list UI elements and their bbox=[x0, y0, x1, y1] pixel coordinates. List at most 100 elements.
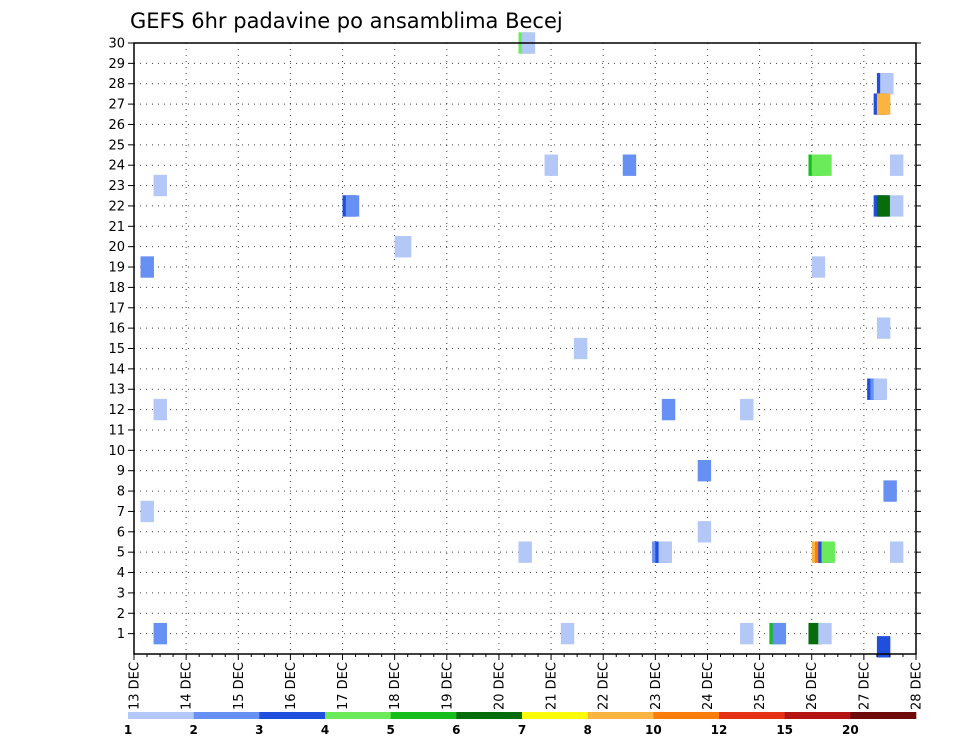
colorbar-swatch bbox=[325, 712, 391, 719]
y-tick-label: 18 bbox=[108, 281, 125, 296]
colorbar-label: 4 bbox=[321, 723, 329, 737]
precip-cell bbox=[883, 480, 897, 502]
precip-cell bbox=[345, 195, 360, 217]
y-tick-label: 30 bbox=[108, 37, 125, 52]
y-tick-label: 28 bbox=[108, 77, 125, 92]
colorbar-label: 5 bbox=[386, 723, 394, 737]
colorbar-swatch bbox=[390, 712, 457, 719]
x-tick-label: 18 DEC bbox=[388, 662, 403, 710]
precip-cell bbox=[772, 622, 787, 645]
y-axis-ticks: 1234567891011121314151617181920212223242… bbox=[108, 37, 921, 642]
colorbar-swatch bbox=[259, 712, 326, 719]
precip-cell bbox=[889, 195, 904, 217]
y-tick-label: 16 bbox=[108, 322, 125, 337]
precip-cell bbox=[818, 622, 832, 645]
precip-cell bbox=[821, 541, 835, 563]
y-tick-label: 29 bbox=[108, 57, 125, 72]
precip-cell bbox=[573, 337, 588, 360]
y-tick-label: 11 bbox=[108, 423, 125, 438]
x-tick-label: 17 DEC bbox=[336, 662, 351, 710]
precip-cell bbox=[661, 398, 676, 421]
precip-cell bbox=[876, 636, 891, 658]
colorbar-label: 20 bbox=[842, 723, 859, 737]
colorbar-label: 2 bbox=[189, 723, 197, 737]
precip-cell bbox=[518, 541, 532, 563]
precip-cell bbox=[153, 174, 167, 197]
colorbar-swatch bbox=[522, 712, 588, 719]
precip-cell bbox=[740, 622, 754, 645]
precip-cell bbox=[697, 460, 712, 482]
colorbar-label: 7 bbox=[518, 723, 526, 737]
colorbar-swatch bbox=[587, 712, 654, 719]
y-tick-label: 1 bbox=[117, 627, 125, 642]
colorbar-label: 6 bbox=[452, 723, 460, 737]
y-tick-label: 13 bbox=[108, 383, 125, 398]
x-tick-label: 16 DEC bbox=[284, 662, 299, 710]
x-tick-label: 25 DEC bbox=[753, 662, 768, 710]
y-tick-label: 10 bbox=[108, 444, 125, 459]
colorbar-label: 10 bbox=[645, 723, 662, 737]
y-tick-label: 7 bbox=[117, 505, 125, 520]
y-tick-label: 15 bbox=[108, 342, 125, 357]
y-tick-label: 8 bbox=[117, 485, 125, 500]
precip-cell bbox=[811, 256, 826, 278]
x-tick-label: 27 DEC bbox=[857, 662, 872, 710]
colorbar-label: 15 bbox=[776, 723, 793, 737]
x-tick-label: 21 DEC bbox=[545, 662, 560, 710]
x-axis-ticks: 13 DEC 14 DEC 15 DEC 16 DEC 17 DEC 18 DEC 19 D… bbox=[128, 654, 925, 710]
y-tick-label: 3 bbox=[117, 586, 125, 601]
precip-cell bbox=[876, 317, 891, 339]
precip-cell bbox=[880, 73, 894, 95]
y-tick-label: 17 bbox=[108, 301, 125, 316]
y-tick-label: 26 bbox=[108, 118, 125, 133]
y-tick-label: 6 bbox=[117, 525, 125, 540]
y-tick-label: 22 bbox=[108, 199, 125, 214]
y-tick-label: 12 bbox=[108, 403, 125, 418]
x-tick-label: 26 DEC bbox=[805, 662, 820, 710]
y-tick-label: 24 bbox=[108, 159, 125, 174]
x-tick-label: 28 DEC bbox=[910, 662, 925, 710]
y-tick-label: 5 bbox=[117, 546, 125, 561]
colorbar-swatch bbox=[128, 712, 194, 719]
colorbar-label: 8 bbox=[583, 723, 591, 737]
colorbar-swatch bbox=[456, 712, 523, 719]
x-tick-label: 23 DEC bbox=[649, 662, 664, 710]
x-tick-label: 20 DEC bbox=[492, 662, 507, 710]
y-tick-label: 27 bbox=[108, 98, 125, 113]
precip-cell bbox=[740, 398, 754, 421]
precip-cell bbox=[622, 154, 637, 176]
precip-cell bbox=[560, 622, 575, 645]
y-tick-label: 14 bbox=[108, 362, 125, 377]
y-tick-label: 9 bbox=[117, 464, 125, 479]
colorbar-label: 12 bbox=[711, 723, 728, 737]
precip-cell bbox=[153, 398, 167, 421]
colorbar-swatch bbox=[193, 712, 260, 719]
colorbar-swatch bbox=[653, 712, 720, 719]
x-tick-label: 13 DEC bbox=[128, 662, 143, 710]
precip-cell bbox=[876, 195, 891, 217]
precip-cell bbox=[153, 622, 167, 645]
y-tick-label: 23 bbox=[108, 179, 125, 194]
y-tick-label: 25 bbox=[108, 138, 125, 153]
y-tick-label: 4 bbox=[117, 566, 125, 581]
x-tick-label: 14 DEC bbox=[180, 662, 195, 710]
precip-cell bbox=[818, 154, 832, 176]
colorbar-swatch bbox=[850, 712, 917, 719]
precip-cell bbox=[889, 154, 904, 176]
precip-cell bbox=[658, 541, 673, 563]
precip-cell bbox=[140, 256, 154, 278]
y-tick-label: 20 bbox=[108, 240, 125, 255]
y-tick-label: 2 bbox=[117, 607, 125, 622]
chart-title: GEFS 6hr padavine po ansamblima Becej bbox=[130, 9, 563, 33]
precip-cells bbox=[140, 32, 904, 658]
colorbar-label: 3 bbox=[255, 723, 263, 737]
colorbar-swatch bbox=[719, 712, 785, 719]
colorbar-swatch bbox=[784, 712, 851, 719]
colorbar-label: 1 bbox=[124, 723, 132, 737]
precip-cell bbox=[876, 93, 891, 115]
precip-cell bbox=[397, 235, 412, 258]
x-tick-label: 24 DEC bbox=[701, 662, 716, 710]
y-tick-label: 19 bbox=[108, 261, 125, 276]
precip-cell bbox=[873, 378, 888, 400]
